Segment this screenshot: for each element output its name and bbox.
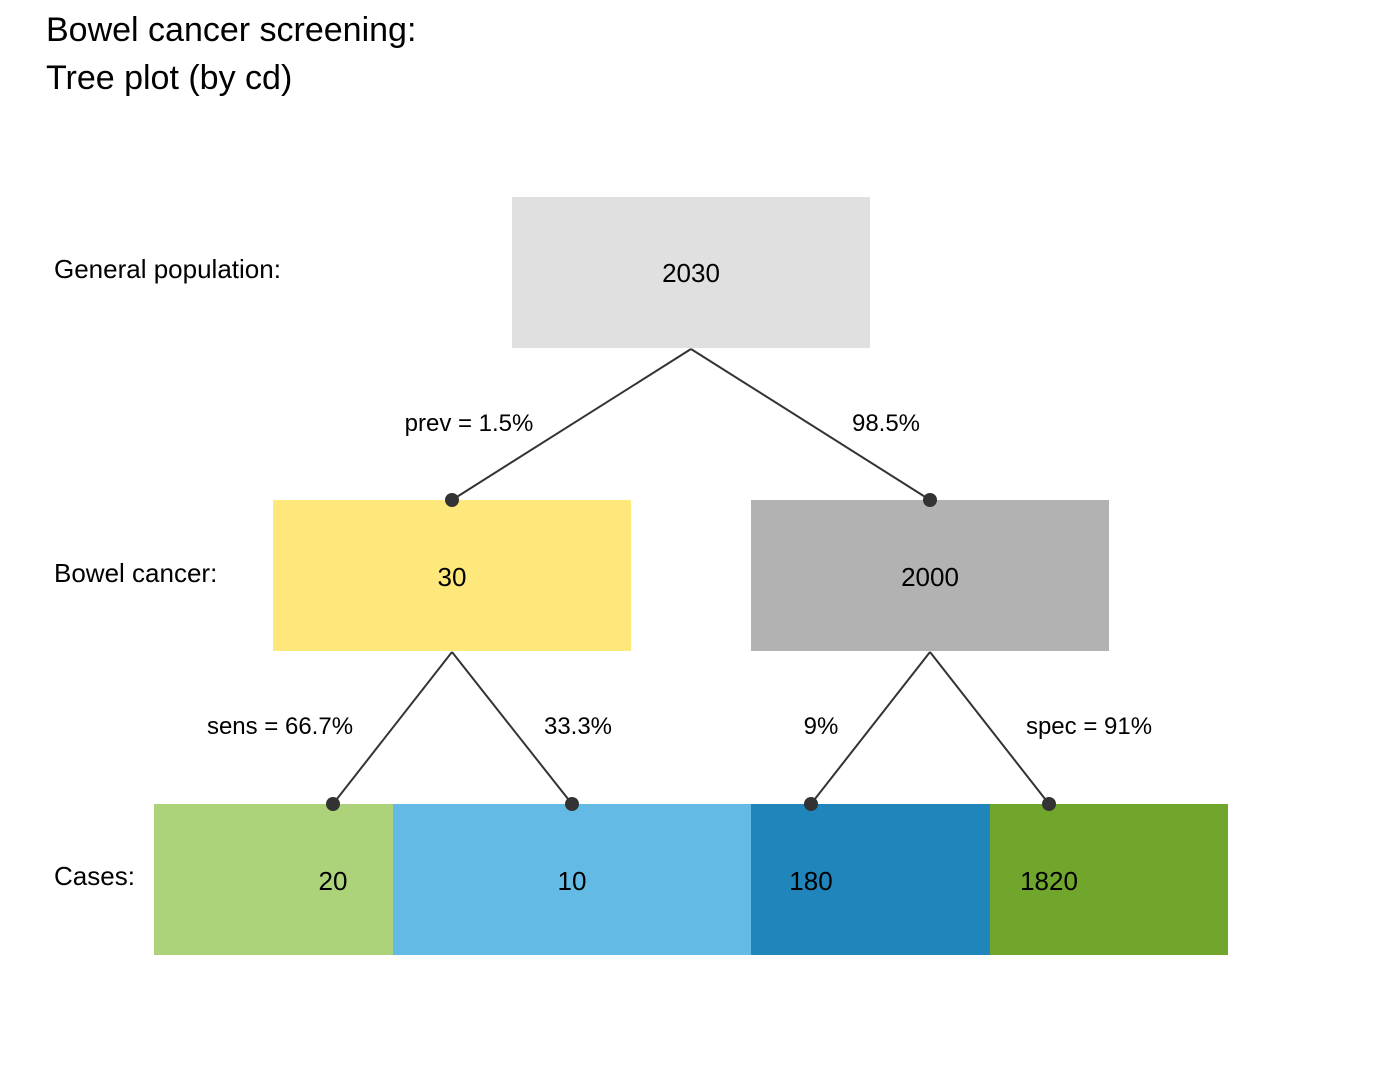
edge-spec [929, 651, 1050, 805]
node-root-value: 2030 [662, 258, 720, 288]
edge-dot-false-alarm-rate [804, 797, 818, 811]
node-condition-false-box [751, 500, 1109, 651]
edge-dot-prev [445, 493, 459, 507]
edge-prev-complement [690, 348, 931, 501]
edge-dot-miss-rate [565, 797, 579, 811]
node-root-box [512, 197, 870, 348]
diagram-title: Bowel cancer screening: Tree plot (by cd… [46, 6, 416, 102]
edge-dot-prev-complement [923, 493, 937, 507]
edge-dot-spec [1042, 797, 1056, 811]
node-correct-rejection-box [990, 804, 1228, 955]
node-false-alarm-box [751, 804, 990, 955]
node-miss-box [393, 804, 751, 955]
node-correct-rejection-value: 1820 [1020, 866, 1078, 896]
row-label-condition: Bowel cancer: [54, 558, 218, 588]
edge-label-prev: prev = 1.5% [405, 410, 534, 437]
title-line-2: Tree plot (by cd) [46, 59, 293, 97]
edge-label-sens: sens = 66.7% [207, 713, 353, 740]
node-hit-value: 20 [319, 866, 348, 896]
edge-label-miss-rate: 33.3% [544, 713, 612, 740]
row-label-cases: Cases: [54, 861, 135, 891]
edge-prev [451, 348, 692, 501]
node-hit-box [154, 804, 393, 955]
node-condition-true-box [273, 500, 631, 651]
edge-false-alarm-rate [810, 651, 931, 805]
row-label-population: General population: [54, 254, 281, 284]
edge-dot-sens [326, 797, 340, 811]
edge-sens [332, 651, 453, 805]
edge-label-prev-complement: 98.5% [852, 410, 920, 437]
edge-label-spec: spec = 91% [1026, 713, 1152, 740]
edge-miss-rate [451, 651, 573, 805]
node-condition-false-value: 2000 [901, 562, 959, 592]
title-line-1: Bowel cancer screening: [46, 11, 417, 49]
node-miss-value: 10 [558, 866, 587, 896]
edge-label-false-alarm-rate: 9% [804, 713, 839, 740]
node-false-alarm-value: 180 [789, 866, 832, 896]
node-condition-true-value: 30 [438, 562, 467, 592]
